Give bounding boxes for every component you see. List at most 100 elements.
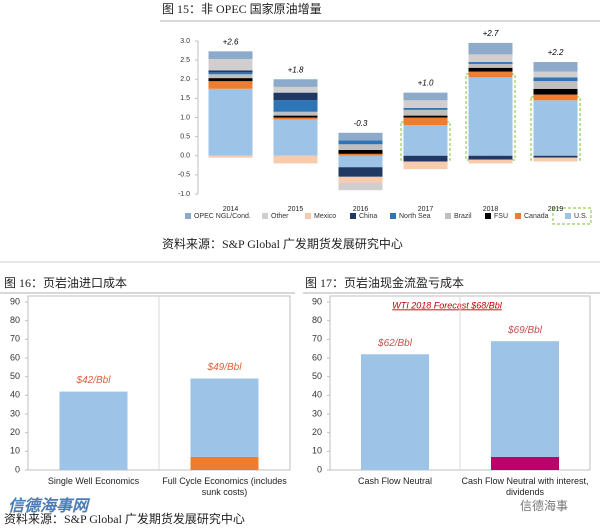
legend-label: U.S. [574, 213, 588, 220]
bar-segment [403, 161, 448, 170]
bar-segment [468, 155, 513, 160]
total-label: $42/Bbl [76, 375, 112, 386]
legend-label: China [359, 213, 377, 220]
bar-segment [468, 42, 513, 55]
bar-segment [533, 94, 578, 101]
x-tick-label-box: 2019 [547, 206, 564, 213]
bar-segment [273, 86, 318, 93]
watermark: 信德海事网 [8, 497, 91, 515]
x-tick-label-box: 2017 [417, 206, 434, 213]
bar-segment [361, 354, 429, 470]
x-tick-label-box: 2014 [222, 206, 239, 213]
x-tick-label-box: Cash Flow Neutral with interest, dividen… [461, 476, 589, 497]
y-tick-label: 50 [10, 371, 20, 381]
bar-segment [468, 77, 513, 156]
bar-segment [190, 456, 259, 470]
y-tick-label: 30 [10, 408, 20, 418]
legend-label: Brazil [454, 213, 472, 220]
bar-segment [208, 58, 253, 71]
bar-segment [208, 74, 253, 79]
y-tick-label: 60 [10, 352, 20, 362]
legend-swatch [262, 213, 268, 219]
y-tick-label: 10 [10, 446, 20, 456]
legend-swatch [305, 213, 311, 219]
x-tick-label: 2019 [547, 206, 564, 213]
total-label: $49/Bbl [207, 362, 243, 373]
bar-segment [403, 155, 448, 162]
bar-segment [403, 109, 448, 116]
bar-segment [273, 100, 318, 112]
bar-segment [403, 107, 448, 110]
y-tick-label: 70 [10, 334, 20, 344]
y-tick-label: 20 [10, 427, 20, 437]
x-tick-label: Single Well Economics [47, 476, 140, 486]
bar-segment [468, 62, 513, 64]
x-tick-label-box: Full Cycle Economics (includes sunk cost… [162, 476, 287, 497]
legend-swatch [350, 213, 356, 219]
source: 资料来源：S&P Global 广发期货发展研究中心 [162, 236, 403, 251]
bar-segment [403, 92, 448, 101]
x-tick-label: 2016 [352, 206, 369, 213]
x-tick-label: 2015 [287, 206, 304, 213]
y-tick-label: 3.0 [180, 38, 190, 45]
y-tick-label: 0 [15, 464, 20, 474]
bar-segment [208, 88, 253, 156]
legend-swatch [515, 213, 521, 219]
source: 资料来源：S&P Global 广发期货发展研究中心 [4, 511, 245, 526]
bar-segment [208, 155, 253, 158]
bar-segment [468, 67, 513, 72]
bar-segment [403, 125, 448, 156]
bar-segment [208, 70, 253, 73]
legend-swatch [565, 213, 571, 219]
bar-segment [533, 81, 578, 89]
bar-segment [338, 176, 383, 183]
y-tick-label: -1.0 [178, 191, 190, 198]
bar-segment [491, 456, 559, 470]
legend-label: FSU [494, 213, 508, 220]
y-tick-label: 70 [312, 334, 322, 344]
x-tick-label: 2014 [222, 206, 239, 213]
y-tick-label: 20 [312, 427, 322, 437]
bar-segment [208, 78, 253, 82]
bar-segment [338, 155, 383, 168]
highlight-box [465, 73, 516, 161]
legend-label: Mexico [314, 213, 336, 220]
legend-swatch [445, 213, 451, 219]
legend-swatch [390, 213, 396, 219]
annotation: WTI 2018 Forecast $68/Bbl [392, 300, 503, 310]
x-tick-label-box: Single Well Economics [47, 476, 140, 486]
bar-segment [338, 150, 383, 154]
x-tick-label: 2017 [417, 206, 434, 213]
legend-label: Canada [524, 213, 549, 220]
bar-segment [533, 157, 578, 162]
y-tick-label: 40 [10, 390, 20, 400]
bar-segment [468, 63, 513, 68]
x-tick-label: Cash Flow Neutral with interest, dividen… [461, 476, 589, 497]
y-tick-label: 1.5 [180, 95, 190, 102]
bar-segment [403, 100, 448, 108]
y-tick-label: -0.5 [178, 172, 190, 179]
y-tick-label: 2.5 [180, 57, 190, 64]
x-tick-label-box: Cash Flow Neutral [358, 476, 432, 486]
bar-segment [403, 115, 448, 118]
y-tick-label: 90 [312, 296, 322, 306]
bar-segment [491, 341, 559, 457]
y-tick-label: 80 [312, 315, 322, 325]
bar-segment [533, 71, 578, 78]
bar-segment [533, 62, 578, 72]
y-tick-label: 0.5 [180, 133, 190, 140]
bar-segment [190, 378, 259, 457]
total-label: $62/Bbl [377, 338, 413, 349]
legend-label: North Sea [399, 213, 431, 220]
bar-segment [403, 117, 448, 126]
y-tick-label: 2.0 [180, 76, 190, 83]
y-tick-label: 0.0 [180, 153, 190, 160]
bar-segment [338, 182, 383, 191]
y-tick-label: 40 [312, 390, 322, 400]
bar-segment [273, 79, 318, 87]
legend-label: Other [271, 213, 289, 220]
total-label: +2.7 [483, 29, 499, 38]
y-tick-label: 1.0 [180, 114, 190, 121]
bar-segment [338, 153, 383, 156]
